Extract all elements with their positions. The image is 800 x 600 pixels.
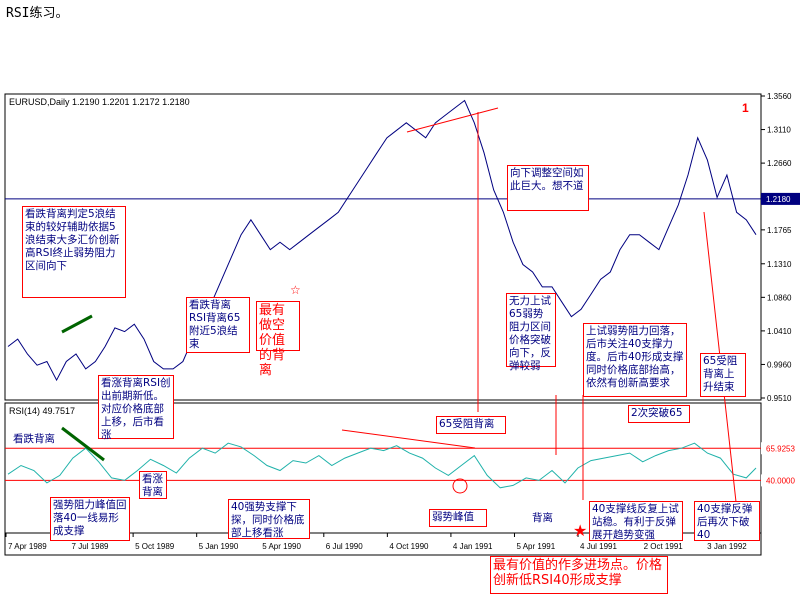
- time-tick-label: 5 Jan 1990: [199, 542, 239, 551]
- price-tick-label: 1.0860: [767, 293, 792, 302]
- time-tick-label: 2 Oct 1991: [644, 542, 684, 551]
- annotation-box: 最有价值的作多进场点。价格创新低RSI40形成支撑: [490, 556, 668, 594]
- trend-mark: [61, 314, 93, 334]
- annotation-box: 看涨背离: [139, 471, 167, 499]
- time-tick-label: 4 Jan 1991: [453, 542, 493, 551]
- price-tick-label: 1.3110: [767, 126, 791, 135]
- annotation-box: 40支撑反弹后再次下破40: [694, 501, 760, 541]
- time-tick-label: 7 Apr 1989: [8, 542, 47, 551]
- annotation-box: 无力上试65弱势阻力区间价格突破向下，反弹较弱: [506, 293, 556, 372]
- annotation-arrow: [406, 107, 499, 133]
- time-tick-label: 4 Jul 1991: [580, 542, 617, 551]
- annotation-box: 弱势峰值: [429, 509, 487, 527]
- price-tick-label: 1.1765: [767, 226, 792, 235]
- annotation-box: 40支撑线反复上试站稳。有利于反弹展开趋势变强: [589, 501, 683, 541]
- annotation-box: 最有做空价值的背离: [256, 301, 300, 378]
- rsi-panel-header: RSI(14) 49.7517: [9, 406, 75, 416]
- price-tick-label: 0.9510: [767, 394, 792, 403]
- price-axis: 1.3560 1.3110 1.2660 1.2180 1.1765 1.1310 1.08…: [761, 92, 792, 403]
- annotation-box: 向下调整空间如此巨大。想不道: [507, 165, 589, 211]
- time-axis-frame: [4, 532, 762, 556]
- current-price-label: 1.2180: [766, 195, 791, 204]
- annotation-box: 65受阻背离上升结束: [700, 353, 746, 397]
- rsi-line: [7, 442, 757, 489]
- annotation-label: 看跌背离: [13, 433, 55, 445]
- highlight-circle: [452, 478, 468, 494]
- annotation-box: 看涨背离RSI创出前期新低。对应价格底部上移，后市看涨: [98, 375, 174, 441]
- star-outline-mark: ☆: [290, 283, 301, 297]
- current-price-tag: [761, 192, 800, 205]
- annotation-box: 上试弱势阻力回落，后市关注40支撑力度。后市40形成支撑同时价格底部抬高，依然有…: [583, 323, 687, 397]
- annotation-arrow: [341, 429, 476, 449]
- annotation-box: 看跌背离判定5浪结束的较好辅助依据5浪结束大多汇价创新高RSI终止弱势阻力区间向…: [22, 206, 126, 298]
- star-mark: ★: [573, 521, 587, 540]
- rsi-level-tag: [761, 442, 800, 455]
- annotation-label: 背离: [532, 512, 553, 524]
- panel-marker: 1: [742, 101, 749, 115]
- annotation-box: 65受阻背离: [436, 416, 506, 434]
- time-tick-label: 3 Jan 1992: [707, 542, 747, 551]
- time-tick-label: 5 Apr 1990: [262, 542, 301, 551]
- price-tick-label: 1.2660: [767, 159, 792, 168]
- page-title: RSI练习。: [6, 6, 69, 21]
- rsi-series: [7, 442, 757, 489]
- annotation-box: 看跌背离RSI背离65附近5浪结束: [186, 297, 250, 353]
- price-series: [7, 99, 757, 382]
- trend-mark: [61, 426, 105, 462]
- time-tick-label: 6 Jul 1990: [326, 542, 363, 551]
- time-tick-label: 4 Oct 1990: [389, 542, 429, 551]
- rsi-level-label: 65.9253: [766, 444, 795, 453]
- price-panel-header: EURUSD,Daily 1.2190 1.2201 1.2172 1.2180: [9, 97, 190, 107]
- time-tick-label: 5 Oct 1989: [135, 542, 175, 551]
- rsi-level-tag: [761, 474, 800, 487]
- rsi-level-label: 40.0000: [766, 476, 795, 485]
- annotation-box: 40强势支撑下探，同时价格底部上移看涨: [228, 499, 310, 539]
- price-tick-label: 0.9960: [767, 360, 792, 369]
- price-tick-label: 1.1310: [767, 260, 792, 269]
- annotation-box: 强势阻力峰值回落40一线易形成支撑: [50, 497, 130, 541]
- time-tick-label: 5 Apr 1991: [516, 542, 555, 551]
- rsi-levels: 65.9253 40.0000: [5, 442, 800, 487]
- time-axis: 7 Apr 1989 7 Jul 1989 5 Oct 1989 5 Jan 1990…: [5, 533, 747, 551]
- annotation-box: 2次突破65: [628, 405, 690, 423]
- price-tick-label: 1.3560: [767, 92, 792, 101]
- price-line: [7, 99, 757, 382]
- price-tick-label: 1.0410: [767, 327, 792, 336]
- time-tick-label: 7 Jul 1989: [72, 542, 109, 551]
